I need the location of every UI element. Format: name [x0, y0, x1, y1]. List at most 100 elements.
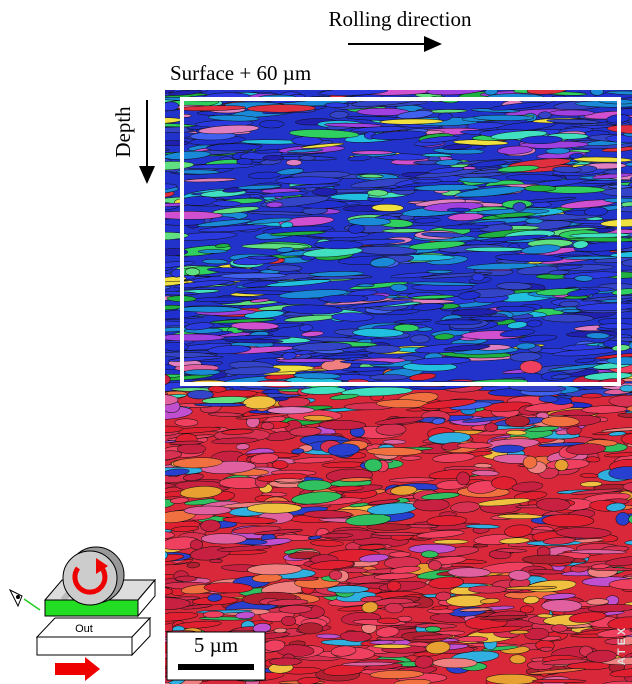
- grain: [471, 273, 485, 282]
- grain: [526, 90, 568, 95]
- grain: [519, 605, 534, 614]
- grain: [168, 90, 203, 96]
- grain: [140, 347, 164, 354]
- grain: [443, 344, 491, 352]
- grain: [585, 332, 610, 339]
- grain: [411, 303, 445, 311]
- grain: [470, 221, 507, 226]
- grain: [468, 585, 507, 594]
- grain: [209, 559, 223, 563]
- grain: [358, 544, 387, 550]
- grain: [165, 401, 168, 409]
- grain: [624, 539, 632, 546]
- grain: [165, 612, 199, 622]
- scale-bar-box: [166, 631, 266, 681]
- grain: [165, 90, 176, 95]
- grain: [250, 217, 293, 224]
- grain: [425, 641, 451, 655]
- grain: [281, 304, 343, 315]
- roller: [62, 550, 118, 606]
- grain: [574, 275, 594, 282]
- grain: [446, 207, 471, 213]
- grain: [495, 253, 564, 263]
- grain: [421, 399, 477, 409]
- grain: [426, 269, 453, 274]
- grain: [177, 105, 246, 112]
- grain: [200, 519, 221, 532]
- grain: [542, 593, 576, 600]
- grain: [207, 385, 227, 393]
- grain: [369, 640, 396, 645]
- grain: [364, 458, 383, 472]
- grain: [307, 336, 361, 343]
- grain: [435, 591, 452, 601]
- grain: [471, 160, 508, 168]
- grain: [521, 244, 561, 255]
- grain: [559, 300, 580, 308]
- grain: [341, 386, 413, 397]
- grain: [464, 246, 524, 252]
- grain: [485, 674, 538, 684]
- grain: [591, 563, 610, 569]
- grain: [182, 473, 204, 481]
- grain: [428, 576, 465, 589]
- grain: [359, 553, 390, 563]
- grain: [300, 386, 346, 395]
- strip-side: [137, 578, 156, 618]
- grain: [494, 212, 536, 218]
- grain: [447, 213, 484, 221]
- grain: [465, 262, 538, 270]
- grain: [276, 247, 295, 253]
- depth-label: Depth: [111, 106, 135, 158]
- grain: [216, 545, 272, 552]
- grain: [348, 217, 391, 226]
- grain: [583, 206, 608, 217]
- grain: [165, 510, 196, 523]
- grain: [531, 679, 587, 684]
- grain: [260, 421, 275, 430]
- grain: [293, 372, 342, 380]
- grain: [456, 636, 489, 643]
- grain: [331, 312, 374, 322]
- grain: [608, 337, 632, 343]
- grain: [170, 497, 189, 504]
- grain: [145, 480, 159, 487]
- grain: [568, 611, 607, 623]
- grain: [247, 563, 303, 576]
- grain: [211, 200, 242, 207]
- grain: [165, 450, 183, 461]
- grain: [509, 654, 527, 665]
- grain: [542, 537, 576, 545]
- grain: [259, 191, 308, 198]
- grain: [176, 443, 207, 455]
- grain: [289, 129, 360, 139]
- grain: [505, 415, 530, 428]
- grain: [165, 183, 178, 191]
- grain: [364, 344, 401, 354]
- grain: [328, 570, 343, 581]
- grain: [412, 634, 454, 640]
- grain: [267, 264, 303, 272]
- grain: [142, 511, 161, 524]
- grain: [388, 477, 436, 483]
- grain: [303, 415, 334, 421]
- grain: [580, 481, 603, 487]
- grain: [495, 305, 536, 312]
- grain: [567, 288, 600, 297]
- grain: [499, 328, 535, 338]
- grain: [165, 374, 214, 381]
- grain: [406, 281, 478, 286]
- grain: [497, 513, 543, 520]
- grain: [497, 145, 533, 155]
- grain: [484, 422, 499, 432]
- grain: [360, 595, 383, 603]
- grain: [624, 158, 632, 167]
- grain: [347, 155, 373, 162]
- grain: [479, 614, 529, 621]
- grain: [386, 580, 402, 592]
- grain: [622, 481, 632, 494]
- grain: [609, 667, 632, 678]
- grain: [549, 109, 595, 117]
- grain: [427, 560, 442, 571]
